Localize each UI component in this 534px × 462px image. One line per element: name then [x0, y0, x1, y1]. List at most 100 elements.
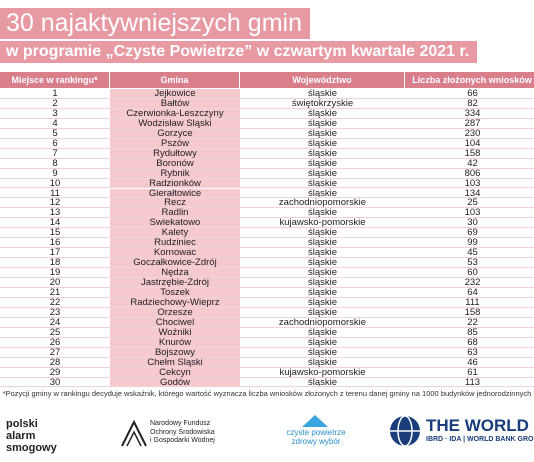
table-cell: śląskie — [240, 268, 405, 279]
logo-cp: czyste powietrze zdrowy wybór — [274, 428, 358, 446]
table-cell: 26 — [0, 338, 110, 348]
table-cell: śląskie — [240, 328, 405, 338]
column-header: Liczba złożonych wniosków — [405, 72, 534, 88]
logo-text: Narodowy Fundusz — [150, 420, 211, 427]
table-cell: 20 — [0, 278, 110, 288]
table-cell: Czerwionka-Leszczyny — [110, 108, 240, 119]
table-cell: Boronów — [110, 158, 240, 169]
table-cell: 30 — [0, 378, 110, 388]
table-cell: Kalety — [110, 228, 240, 239]
table-cell: 61 — [405, 368, 534, 378]
table-cell: Recz — [110, 198, 240, 209]
table-cell: 806 — [405, 169, 534, 179]
table-cell: 45 — [405, 248, 534, 259]
table-cell: 29 — [0, 368, 110, 378]
table-cell: Jastrzębie-Zdrój — [110, 278, 240, 288]
table-cell: śląskie — [240, 378, 405, 388]
table-cell: 30 — [405, 218, 534, 229]
table-cell: 7 — [0, 149, 110, 159]
table-cell: 11 — [0, 189, 110, 199]
table-cell: 8 — [0, 159, 110, 169]
table-cell: 5 — [0, 129, 110, 139]
table-cell: 68 — [405, 338, 534, 348]
table-cell: zachodniopomorskie — [240, 318, 405, 328]
table-cell: 21 — [0, 288, 110, 298]
table-cell: Toszek — [110, 288, 240, 298]
table-cell: 60 — [405, 268, 534, 279]
table-cell: śląskie — [240, 308, 405, 318]
table-cell: śląskie — [240, 139, 405, 149]
logo-text: IBRD · IDA | WORLD BANK GROUP — [426, 436, 534, 443]
table-cell: śląskie — [240, 358, 405, 368]
table-cell: 9 — [0, 169, 110, 179]
table-cell: 6 — [0, 139, 110, 149]
table-cell: 158 — [405, 308, 534, 318]
table-cell: Orzesze — [110, 307, 240, 318]
table-cell: 23 — [0, 308, 110, 318]
table-cell: 14 — [0, 218, 110, 229]
table-cell: 64 — [405, 288, 534, 298]
table-cell: Gierałtowice — [110, 188, 240, 199]
table-cell: Jejkowice — [110, 89, 240, 99]
table-cell: 232 — [405, 278, 534, 288]
logo-text: zdrowy wybór — [291, 437, 341, 446]
table-cell: 22 — [405, 318, 534, 328]
table-cell: 12 — [0, 198, 110, 209]
table-cell: 103 — [405, 179, 534, 189]
table-cell: Chełm Śląski — [110, 357, 240, 368]
logo-cp-icon — [302, 415, 328, 427]
table-cell: 69 — [405, 228, 534, 239]
table-cell: Kornowac — [110, 248, 240, 259]
table-cell: śląskie — [240, 189, 405, 199]
table-cell: 99 — [405, 238, 534, 249]
table-cell: Radzionków — [110, 178, 240, 189]
column-header: Miejsce w rankingu* — [0, 72, 110, 88]
logo-wb-icon — [390, 415, 420, 447]
table-cell: kujawsko-pomorskie — [240, 218, 405, 229]
table-cell: 2 — [0, 99, 110, 109]
table-cell: 63 — [405, 348, 534, 358]
logo-psa: polski alarm smogowy — [6, 418, 57, 454]
table-cell: 46 — [405, 358, 534, 368]
logo-nfos-icon — [121, 419, 147, 447]
table-cell: śląskie — [240, 338, 405, 348]
table-cell: 10 — [0, 179, 110, 189]
table-cell: kujawsko-pomorskie — [240, 368, 405, 378]
table-cell: śląskie — [240, 238, 405, 249]
table-cell: śląskie — [240, 119, 405, 129]
table-cell: 15 — [0, 228, 110, 239]
table-cell: śląskie — [240, 208, 405, 219]
table-cell: śląskie — [240, 278, 405, 288]
table-cell: 13 — [0, 208, 110, 219]
table-cell: zachodniopomorskie — [240, 198, 405, 209]
logo-text: smogowy — [6, 442, 57, 454]
table-cell: Rydułtowy — [110, 148, 240, 159]
subtitle: w programie „Czyste Powietrze” w czwarty… — [0, 41, 478, 63]
table-cell: 16 — [0, 238, 110, 249]
table-cell: 66 — [405, 89, 534, 99]
table-cell: 134 — [405, 189, 534, 199]
table-cell: 22 — [0, 298, 110, 308]
table-cell: 113 — [405, 378, 534, 388]
logo-nfos: Narodowy Fundusz Ochrony Środowiska i Go… — [150, 420, 215, 446]
table-cell: 53 — [405, 258, 534, 269]
logo-text: THE WORLD BANK — [426, 416, 534, 435]
logo-text: czyste powietrze — [286, 428, 346, 437]
footnote: *Pozycji gminy w rankingu decyduje wskaź… — [2, 389, 532, 398]
table-cell: Nędza — [110, 268, 240, 279]
table-cell: śląskie — [240, 109, 405, 119]
column-header: Województwo — [240, 72, 405, 88]
table-cell: 17 — [0, 248, 110, 259]
table-cell: śląskie — [240, 89, 405, 99]
logo-text: polski — [6, 418, 38, 430]
table-cell: 85 — [405, 328, 534, 338]
table-cell: 24 — [0, 318, 110, 328]
table-cell: Woźniki — [110, 327, 240, 338]
table-cell: Bojszowy — [110, 347, 240, 358]
table-cell: 287 — [405, 119, 534, 129]
table-cell: Chociwel — [110, 317, 240, 328]
table-cell: śląskie — [240, 159, 405, 169]
table-cell: 158 — [405, 149, 534, 159]
table-cell: śląskie — [240, 288, 405, 298]
